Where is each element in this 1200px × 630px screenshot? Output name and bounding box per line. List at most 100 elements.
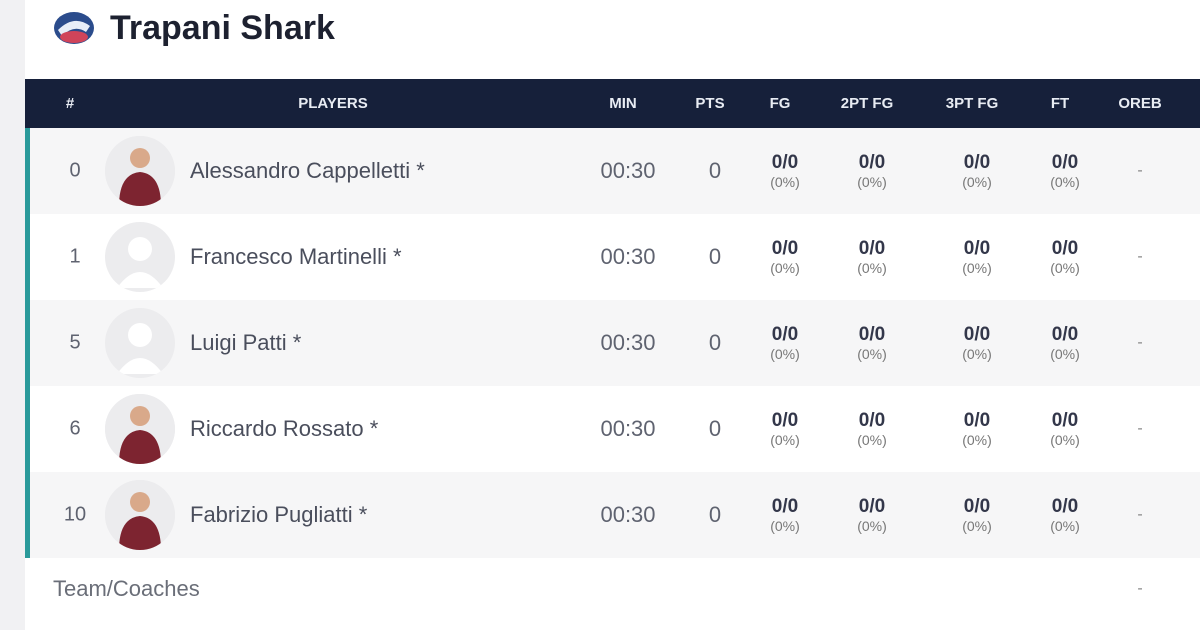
minutes: 00:30	[600, 502, 656, 527]
offensive-rebounds: -	[1137, 162, 1143, 179]
fg3-cell: 0/0 (0%)	[962, 238, 992, 276]
fg3-percent: (0%)	[962, 518, 992, 534]
ft-made-attempted: 0/0	[1051, 152, 1079, 173]
column-header[interactable]: 2PT FG	[840, 95, 894, 112]
fg3-cell: 0/0 (0%)	[962, 496, 992, 534]
player-name-link[interactable]: Riccardo Rossato *	[190, 416, 379, 441]
fg3-percent: (0%)	[962, 174, 992, 190]
fg3-cell: 0/0 (0%)	[962, 410, 992, 448]
ft-cell: 0/0 (0%)	[1050, 496, 1080, 534]
team-name: Trapani Shark	[110, 8, 335, 47]
ft-cell: 0/0 (0%)	[1050, 324, 1080, 362]
fg-cell: 0/0 (0%)	[770, 410, 800, 448]
points: 0	[708, 330, 722, 355]
fg-percent: (0%)	[770, 260, 800, 276]
fg3-cell: 0/0 (0%)	[962, 152, 992, 190]
fg2-percent: (0%)	[857, 518, 887, 534]
minutes: 00:30	[600, 244, 656, 269]
column-header[interactable]: 3PT FG	[945, 95, 999, 112]
left-gutter	[0, 0, 25, 630]
player-photo	[105, 394, 175, 464]
fg2-made-attempted: 0/0	[858, 238, 886, 259]
ft-percent: (0%)	[1050, 518, 1080, 534]
fg3-made-attempted: 0/0	[963, 410, 991, 431]
player-name-link[interactable]: Luigi Patti *	[190, 330, 302, 355]
fg-made-attempted: 0/0	[771, 238, 799, 259]
player-number: 1	[69, 245, 81, 268]
offensive-rebounds: -	[1137, 506, 1143, 523]
fg3-percent: (0%)	[962, 432, 992, 448]
fg2-percent: (0%)	[857, 260, 887, 276]
fg-cell: 0/0 (0%)	[770, 496, 800, 534]
fg2-made-attempted: 0/0	[858, 410, 886, 431]
column-header[interactable]: PTS	[695, 95, 725, 112]
player-name-link[interactable]: Fabrizio Pugliatti *	[190, 502, 368, 527]
player-row[interactable]: 6 Riccardo Rossato * 00:30 0 0/0 (0%) 0/0(…	[25, 386, 1200, 472]
ft-percent: (0%)	[1050, 346, 1080, 362]
ft-cell: 0/0 (0%)	[1050, 410, 1080, 448]
fg3-made-attempted: 0/0	[963, 152, 991, 173]
column-header[interactable]: FT	[1050, 95, 1070, 112]
player-number: 5	[69, 331, 81, 354]
player-row[interactable]: 0 Alessandro Cappelletti * 00:30 0 0/0 (0…	[25, 128, 1200, 214]
team-coaches-label: Team/Coaches	[53, 576, 200, 601]
team-logo	[52, 10, 96, 46]
player-number: 0	[69, 159, 81, 182]
fg2-made-attempted: 0/0	[858, 324, 886, 345]
player-number: 6	[69, 417, 81, 440]
column-header[interactable]: PLAYERS	[298, 95, 368, 112]
ft-percent: (0%)	[1050, 174, 1080, 190]
ft-made-attempted: 0/0	[1051, 238, 1079, 259]
fg2-percent: (0%)	[857, 346, 887, 362]
player-photo	[105, 480, 175, 550]
column-header[interactable]: MIN	[609, 95, 637, 112]
team-oreb: -	[1137, 580, 1143, 597]
fg3-percent: (0%)	[962, 346, 992, 362]
fg2-cell: 0/0 (0%)	[857, 410, 887, 448]
fg-cell: 0/0 (0%)	[770, 324, 800, 362]
player-row[interactable]: 1 Francesco Martinelli * 00:30 0 0/0 (0%)…	[25, 214, 1200, 300]
fg2-made-attempted: 0/0	[858, 496, 886, 517]
points: 0	[708, 502, 722, 527]
fg2-cell: 0/0 (0%)	[857, 496, 887, 534]
team-coaches-row: Team/Coaches -	[25, 558, 1200, 620]
column-header[interactable]: FG	[769, 95, 791, 112]
offensive-rebounds: -	[1137, 334, 1143, 351]
fg-cell: 0/0 (0%)	[770, 238, 800, 276]
player-number: 10	[63, 503, 87, 526]
column-header[interactable]: OREB	[1118, 95, 1162, 112]
fg3-cell: 0/0 (0%)	[962, 324, 992, 362]
fg3-made-attempted: 0/0	[963, 238, 991, 259]
fg-percent: (0%)	[770, 346, 800, 362]
ft-made-attempted: 0/0	[1051, 324, 1079, 345]
player-photo	[105, 136, 175, 206]
ft-made-attempted: 0/0	[1051, 410, 1079, 431]
points: 0	[708, 158, 722, 183]
offensive-rebounds: -	[1137, 420, 1143, 437]
player-row[interactable]: 10 Fabrizio Pugliatti * 00:30 0 0/0 (0%) 0…	[25, 472, 1200, 558]
player-name-link[interactable]: Francesco Martinelli *	[190, 244, 402, 269]
fg-made-attempted: 0/0	[771, 324, 799, 345]
ft-cell: 0/0 (0%)	[1050, 238, 1080, 276]
column-header[interactable]: #	[65, 95, 75, 112]
fg-made-attempted: 0/0	[771, 496, 799, 517]
ft-percent: (0%)	[1050, 260, 1080, 276]
fg-cell: 0/0 (0%)	[770, 152, 800, 190]
offensive-rebounds: -	[1137, 248, 1143, 265]
fg2-percent: (0%)	[857, 432, 887, 448]
fg2-cell: 0/0 (0%)	[857, 152, 887, 190]
fg-made-attempted: 0/0	[771, 152, 799, 173]
fg3-percent: (0%)	[962, 260, 992, 276]
ft-made-attempted: 0/0	[1051, 496, 1079, 517]
fg2-cell: 0/0 (0%)	[857, 238, 887, 276]
fg2-made-attempted: 0/0	[858, 152, 886, 173]
fg3-made-attempted: 0/0	[963, 324, 991, 345]
player-name-link[interactable]: Alessandro Cappelletti *	[190, 158, 425, 183]
fg3-made-attempted: 0/0	[963, 496, 991, 517]
fg-made-attempted: 0/0	[771, 410, 799, 431]
minutes: 00:30	[600, 416, 656, 441]
fg-percent: (0%)	[770, 432, 800, 448]
points: 0	[708, 244, 722, 269]
player-row[interactable]: 5 Luigi Patti * 00:30 0 0/0 (0%) 0/0 (0%) 0/…	[25, 300, 1200, 386]
fg-percent: (0%)	[770, 174, 800, 190]
